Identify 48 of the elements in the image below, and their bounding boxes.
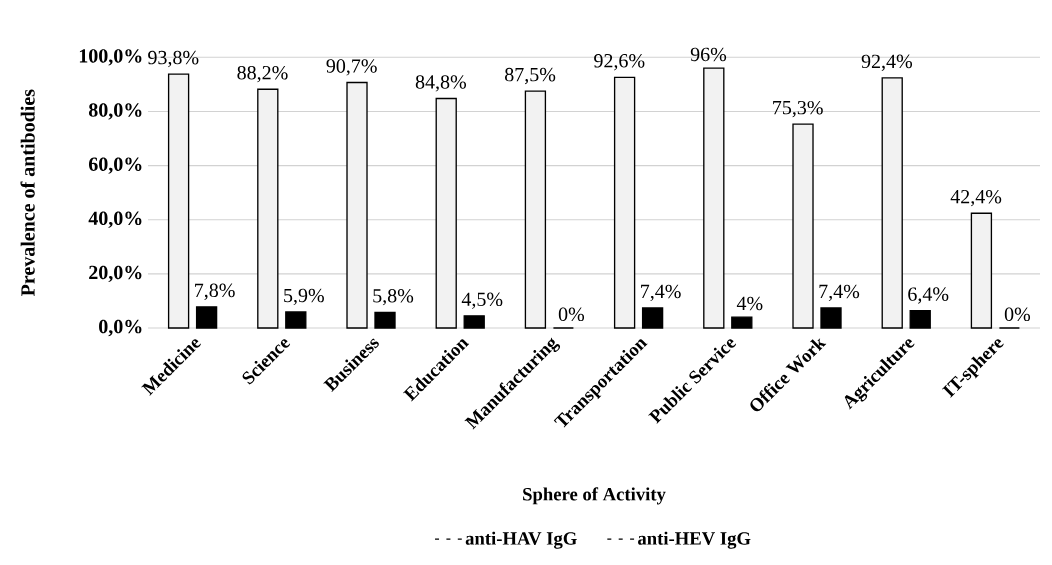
- bar: [792, 123, 814, 329]
- legend-label: anti-HEV IgG: [638, 531, 751, 549]
- bar: [524, 90, 547, 329]
- data-label: 6,4%: [908, 287, 949, 304]
- y-tick-label: 100,0%: [79, 48, 142, 66]
- bar: [820, 307, 842, 329]
- bar: [285, 311, 307, 329]
- x-axis-title: Sphere of Activity: [523, 487, 666, 505]
- y-tick-label: 0,0%: [99, 319, 142, 337]
- data-label: 0%: [558, 307, 585, 321]
- data-label: 96%: [690, 47, 727, 62]
- data-label: 90,7%: [326, 59, 377, 76]
- data-label: 84,8%: [415, 75, 467, 92]
- y-tick-label: 20,0%: [89, 265, 142, 282]
- data-label: 92,6%: [594, 53, 645, 71]
- data-label: 92,4%: [861, 54, 913, 71]
- bar: [346, 81, 368, 329]
- bar: [435, 97, 457, 329]
- data-label: 4,5%: [461, 292, 503, 309]
- bar: [257, 88, 279, 329]
- bar: [613, 76, 636, 329]
- bar: [970, 212, 993, 329]
- y-tick-label: 60,0%: [88, 157, 142, 174]
- y-axis-title: Prevalence of antibodies: [20, 89, 35, 296]
- data-label: 4%: [736, 296, 763, 311]
- data-label: 0%: [1004, 307, 1031, 321]
- data-label: 7,8%: [195, 283, 235, 300]
- data-label: 87,5%: [505, 67, 556, 85]
- legend-label: anti-HAV IgG: [465, 531, 577, 549]
- bar: [463, 314, 485, 329]
- y-tick-label: 80,0%: [88, 103, 142, 120]
- bar: [731, 316, 753, 329]
- bar: [195, 306, 218, 329]
- bar: [909, 309, 931, 329]
- bar: [167, 73, 190, 329]
- data-label: 5,9%: [284, 288, 324, 305]
- data-label: 88,2%: [237, 65, 288, 83]
- bar: [374, 311, 396, 329]
- data-label: 93,8%: [148, 50, 199, 68]
- bar: [703, 67, 725, 329]
- data-label: 42,4%: [950, 189, 1002, 207]
- data-label: 5,8%: [373, 288, 414, 306]
- data-label: 75,3%: [773, 100, 823, 118]
- data-label: 7,4%: [819, 284, 860, 301]
- y-tick-label: 40,0%: [88, 211, 142, 228]
- data-label: 7,4%: [641, 284, 681, 301]
- bar: [641, 307, 664, 329]
- bar: [881, 77, 903, 329]
